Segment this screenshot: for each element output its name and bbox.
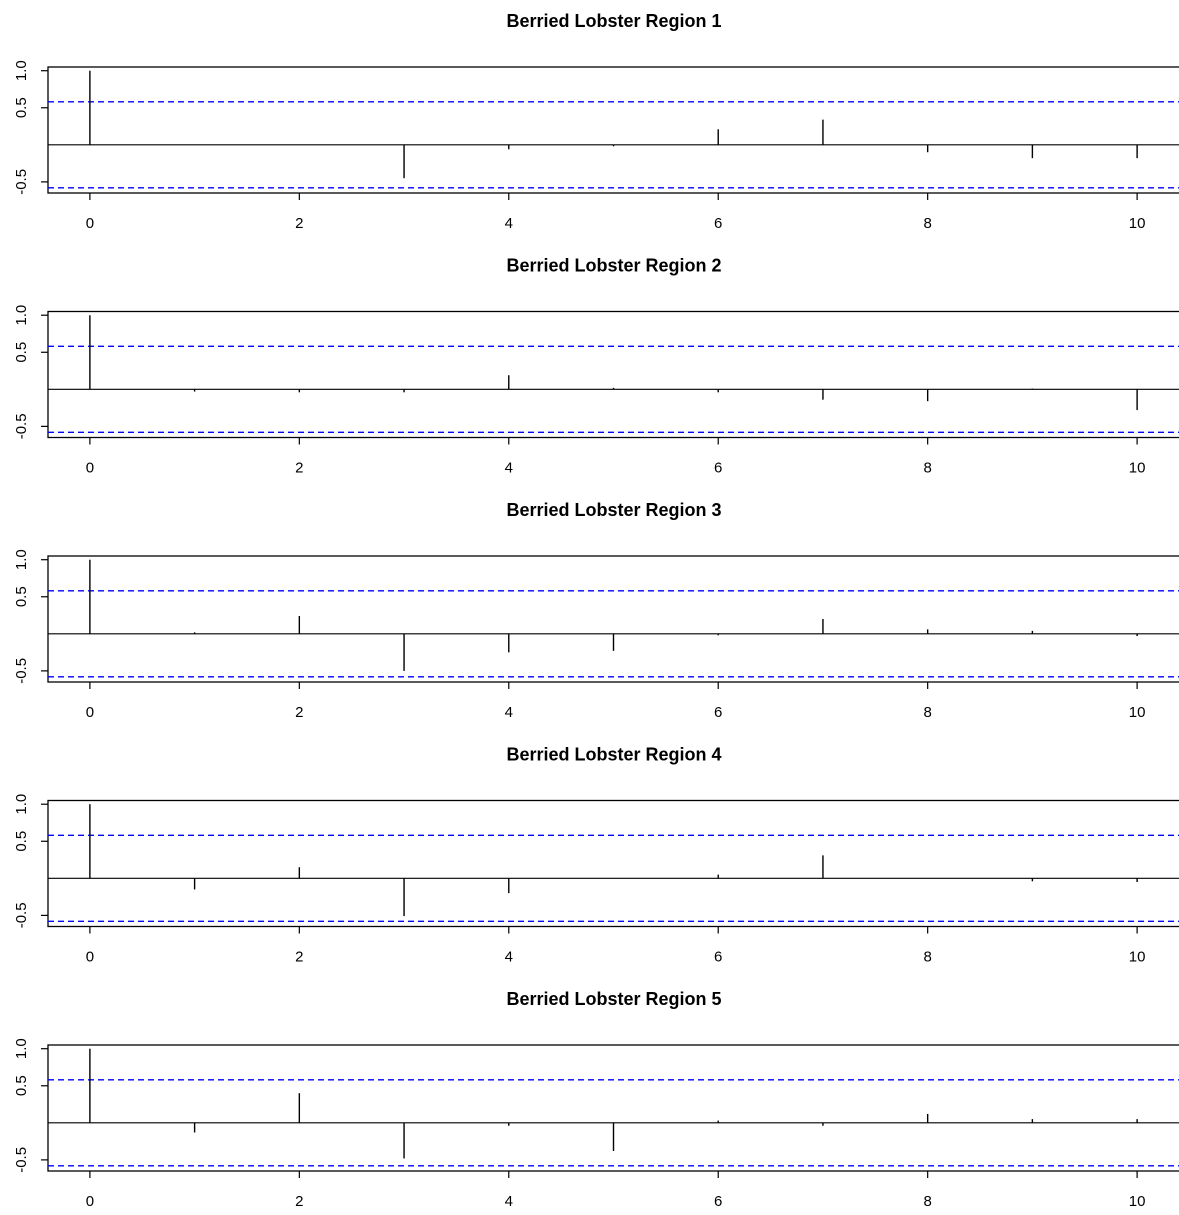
x-tick-label: 0: [86, 704, 94, 721]
panel-title: Berried Lobster Region 4: [506, 745, 721, 765]
x-tick-label: 0: [86, 460, 94, 477]
x-tick-label: 10: [1129, 1193, 1146, 1210]
plot-frame: [47, 310, 1179, 439]
x-tick-label: 6: [714, 1193, 722, 1210]
y-tick-label: -0.5: [13, 169, 30, 195]
x-tick-label: 6: [714, 704, 722, 721]
panel-title: Berried Lobster Region 1: [506, 11, 721, 31]
x-tick-label: 8: [923, 215, 931, 232]
y-tick-label: 1.0: [13, 305, 30, 326]
x-tick-label: 0: [86, 949, 94, 966]
x-tick-label: 0: [86, 1193, 94, 1210]
x-tick-label: 8: [923, 704, 931, 721]
plot-frame: [47, 66, 1179, 194]
x-tick-label: 4: [505, 460, 513, 477]
y-tick-label: 1.0: [13, 60, 30, 81]
plot-frame: [47, 799, 1179, 928]
x-tick-label: 8: [923, 949, 931, 966]
y-tick-label: 0.5: [13, 97, 30, 118]
acf-panel-5: Berried Lobster Region 5 0 2 4 6 8 10 -0.5 0.5 1.…: [13, 989, 1179, 1210]
x-tick-label: 6: [714, 949, 722, 966]
y-tick-label: 0.5: [13, 831, 30, 852]
x-tick-label: 2: [295, 1193, 303, 1210]
x-tick-label: 4: [505, 1193, 513, 1210]
plot-frame: [47, 1044, 1179, 1172]
acf-panel-1: Berried Lobster Region 1 0 2 4 6 8 10 -0.5 0.5 1.…: [13, 11, 1179, 232]
x-tick-label: 4: [505, 704, 513, 721]
x-tick-label: 10: [1129, 704, 1146, 721]
x-tick-label: 4: [505, 949, 513, 966]
acf-panel-2: Berried Lobster Region 2 0 2 4 6 8 10 -0.5 0.5 1.…: [13, 256, 1179, 477]
y-tick-label: -0.5: [13, 1147, 30, 1173]
y-tick-label: 0.5: [13, 586, 30, 607]
x-tick-label: 2: [295, 949, 303, 966]
x-tick-label: 4: [505, 215, 513, 232]
x-tick-label: 2: [295, 704, 303, 721]
x-tick-label: 2: [295, 215, 303, 232]
plot-frame: [47, 555, 1179, 683]
acf-panel-4: Berried Lobster Region 4 0 2 4 6 8 10 -0.5 0.5 1.…: [13, 745, 1179, 966]
y-tick-label: 1.0: [13, 1038, 30, 1059]
x-tick-label: 10: [1129, 215, 1146, 232]
y-tick-label: 0.5: [13, 1075, 30, 1096]
x-tick-label: 0: [86, 215, 94, 232]
x-tick-label: 10: [1129, 460, 1146, 477]
x-tick-label: 6: [714, 460, 722, 477]
panel-title: Berried Lobster Region 5: [506, 989, 721, 1009]
y-tick-label: 1.0: [13, 794, 30, 815]
x-tick-label: 8: [923, 460, 931, 477]
x-tick-label: 10: [1129, 949, 1146, 966]
panel-title: Berried Lobster Region 3: [506, 500, 721, 520]
x-tick-label: 6: [714, 215, 722, 232]
y-tick-label: 1.0: [13, 549, 30, 570]
y-tick-label: -0.5: [13, 658, 30, 684]
y-tick-label: -0.5: [13, 902, 30, 928]
y-tick-label: 0.5: [13, 342, 30, 363]
x-tick-label: 8: [923, 1193, 931, 1210]
panel-title: Berried Lobster Region 2: [506, 256, 721, 276]
x-tick-label: 2: [295, 460, 303, 477]
y-tick-label: -0.5: [13, 413, 30, 439]
acf-panel-3: Berried Lobster Region 3 0 2 4 6 8 10 -0.5 0.5 1.…: [13, 500, 1179, 721]
